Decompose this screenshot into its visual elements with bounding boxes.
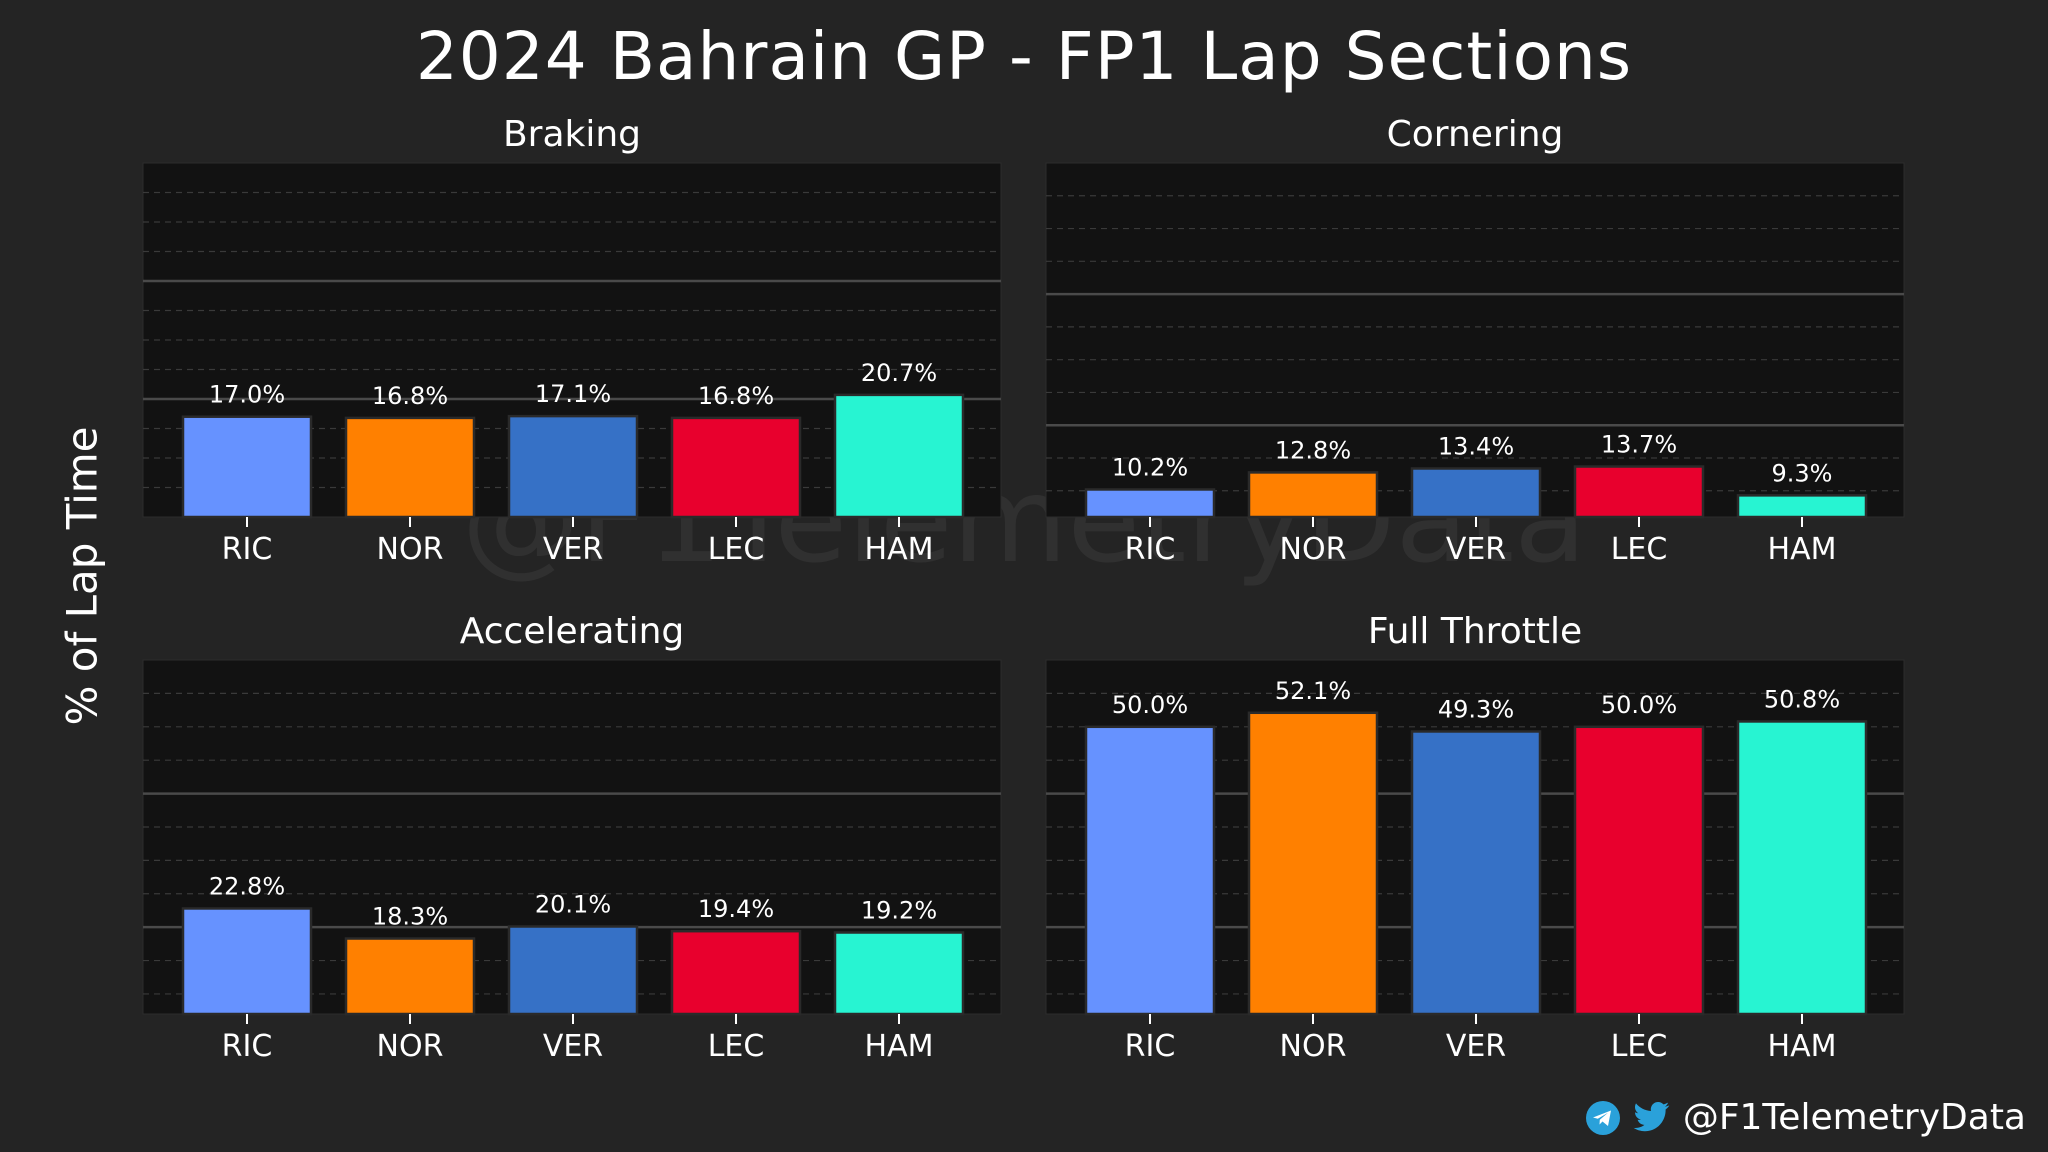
data-label: 19.2% [861, 897, 937, 925]
x-tick-label: LEC [708, 532, 765, 567]
bar-ham [833, 393, 965, 519]
data-label: 50.8% [1764, 685, 1840, 713]
x-tick-label: VER [543, 1029, 603, 1064]
bar-lec [670, 929, 802, 1016]
x-tick-label: LEC [1611, 1029, 1668, 1064]
data-label: 13.7% [1601, 431, 1677, 459]
data-label: 13.4% [1438, 432, 1514, 460]
data-label: 17.0% [209, 381, 285, 409]
data-label: 50.0% [1112, 691, 1188, 719]
data-label: 49.3% [1438, 695, 1514, 723]
bar-ham [1736, 720, 1868, 1016]
x-tick-label: RIC [222, 532, 273, 567]
bar-ver [1410, 730, 1542, 1016]
bar-nor [344, 416, 476, 519]
bar-ric [1084, 725, 1216, 1016]
x-tick-label: NOR [1280, 1029, 1347, 1064]
bar-ric [181, 415, 313, 519]
bar-ver [507, 414, 639, 519]
panel-title: Cornering [1387, 114, 1564, 155]
x-tick-label: VER [1446, 532, 1506, 567]
x-tick-label: NOR [377, 532, 444, 567]
x-tick-label: RIC [222, 1029, 273, 1064]
chart-title: 2024 Bahrain GP - FP1 Lap Sections [415, 18, 1633, 95]
panel-title: Accelerating [460, 611, 685, 652]
panel-title: Braking [503, 114, 641, 155]
bar-nor [1247, 711, 1379, 1016]
footer-handle: @F1TelemetryData [1682, 1097, 2026, 1138]
data-label: 9.3% [1772, 459, 1833, 487]
x-tick-label: HAM [1768, 1029, 1837, 1064]
chart-panel-1: Cornering 10.2% RIC 12.8% NOR 13.4% VER 13.7% LE… [1045, 114, 1905, 567]
x-tick-label: NOR [1280, 532, 1347, 567]
x-tick-label: NOR [377, 1029, 444, 1064]
bar-ver [507, 925, 639, 1016]
data-label: 16.8% [372, 382, 448, 410]
data-label: 20.1% [535, 891, 611, 919]
x-tick-label: HAM [1768, 532, 1837, 567]
x-tick-label: HAM [865, 532, 934, 567]
data-label: 20.7% [861, 359, 937, 387]
bar-ham [1736, 494, 1868, 519]
bar-nor [1247, 471, 1379, 519]
panel-title: Full Throttle [1368, 611, 1582, 652]
x-tick-label: RIC [1125, 1029, 1176, 1064]
bar-ric [181, 907, 313, 1016]
chart-panel-3: Full Throttle 50.0% RIC 52.1% NOR 49.3% VER 50.… [1045, 611, 1905, 1064]
x-tick-label: VER [1446, 1029, 1506, 1064]
data-label: 17.1% [535, 380, 611, 408]
bar-ver [1410, 467, 1542, 519]
x-tick-label: HAM [865, 1029, 934, 1064]
bar-lec [1573, 465, 1705, 519]
twitter-icon[interactable] [1631, 1100, 1670, 1136]
chart-panel-2: Accelerating 22.8% RIC 18.3% NOR 20.1% VER 19.4… [142, 611, 1002, 1064]
data-label: 16.8% [698, 382, 774, 410]
data-label: 22.8% [209, 872, 285, 900]
x-tick-label: RIC [1125, 532, 1176, 567]
data-label: 52.1% [1275, 677, 1351, 705]
bar-lec [670, 416, 802, 519]
data-label: 12.8% [1275, 436, 1351, 464]
bar-nor [344, 937, 476, 1016]
x-tick-label: LEC [1611, 532, 1668, 567]
data-label: 19.4% [698, 895, 774, 923]
telegram-icon[interactable] [1585, 1100, 1621, 1136]
bar-lec [1573, 725, 1705, 1016]
chart-panel-0: Braking 17.0% RIC 16.8% NOR 17.1% VER 16.8% LEC 2… [142, 114, 1002, 567]
x-tick-label: VER [543, 532, 603, 567]
footer: @F1TelemetryData [1585, 1097, 2026, 1138]
x-tick-label: LEC [708, 1029, 765, 1064]
data-label: 10.2% [1112, 453, 1188, 481]
data-label: 50.0% [1601, 691, 1677, 719]
bar-ham [833, 931, 965, 1016]
bar-ric [1084, 488, 1216, 519]
data-label: 18.3% [372, 903, 448, 931]
